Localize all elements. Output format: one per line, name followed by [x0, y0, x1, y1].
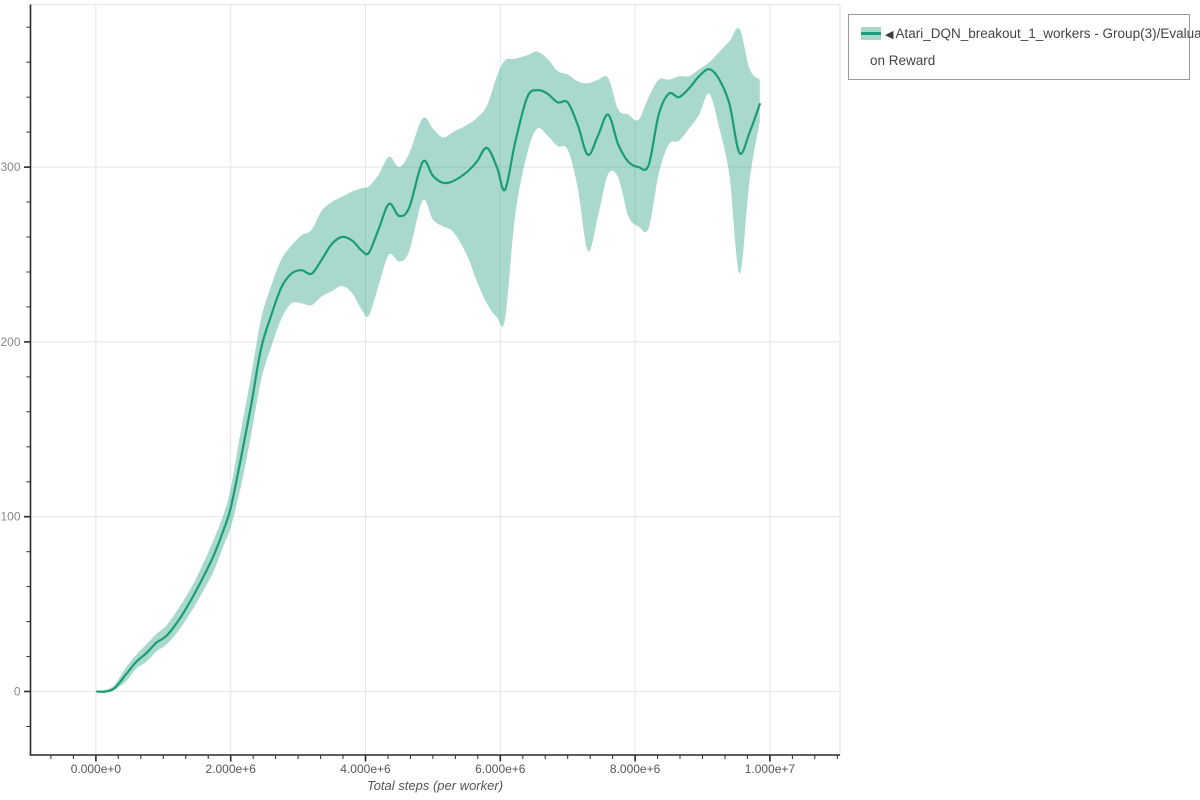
x-tick-labels: 0.000e+0 2.000e+6 4.000e+6 6.000e+6 8.000e+6… — [71, 762, 796, 776]
legend-item[interactable]: ◀ Atari_DQN_breakout_1_workers - Group(3)… — [861, 21, 1200, 48]
x-tick-label: 2.000e+6 — [206, 762, 257, 776]
x-tick-label: 8.000e+6 — [610, 762, 661, 776]
axes — [24, 4, 840, 762]
confidence-band-area — [97, 27, 760, 692]
confidence-band — [97, 27, 760, 692]
x-tick-label: 1.000e+7 — [745, 762, 796, 776]
series-color-swatch — [861, 27, 881, 40]
x-tick-label: 0.000e+0 — [71, 762, 122, 776]
y-tick-labels: 0 100 200 300 — [0, 160, 20, 698]
x-tick-label: 6.000e+6 — [475, 762, 526, 776]
legend-collapse-icon[interactable]: ◀ — [885, 29, 894, 41]
gridlines — [30, 4, 841, 755]
x-tick-label: 4.000e+6 — [340, 762, 391, 776]
y-tick-label: 0 — [14, 685, 21, 699]
mean-reward-line — [96, 68, 761, 693]
y-tick-label: 100 — [0, 510, 20, 524]
legend-label-line2: on Reward — [870, 53, 936, 68]
x-axis-title: Total steps (per worker) — [367, 778, 503, 793]
y-tick-label: 300 — [0, 160, 20, 174]
y-tick-label: 200 — [0, 335, 20, 349]
legend-label-line1: Atari_DQN_breakout_1_workers - Group(3)/… — [895, 26, 1200, 41]
series-line-swatch — [861, 32, 881, 35]
mean-line — [96, 68, 761, 693]
legend-box: ◀ Atari_DQN_breakout_1_workers - Group(3)… — [848, 14, 1200, 80]
